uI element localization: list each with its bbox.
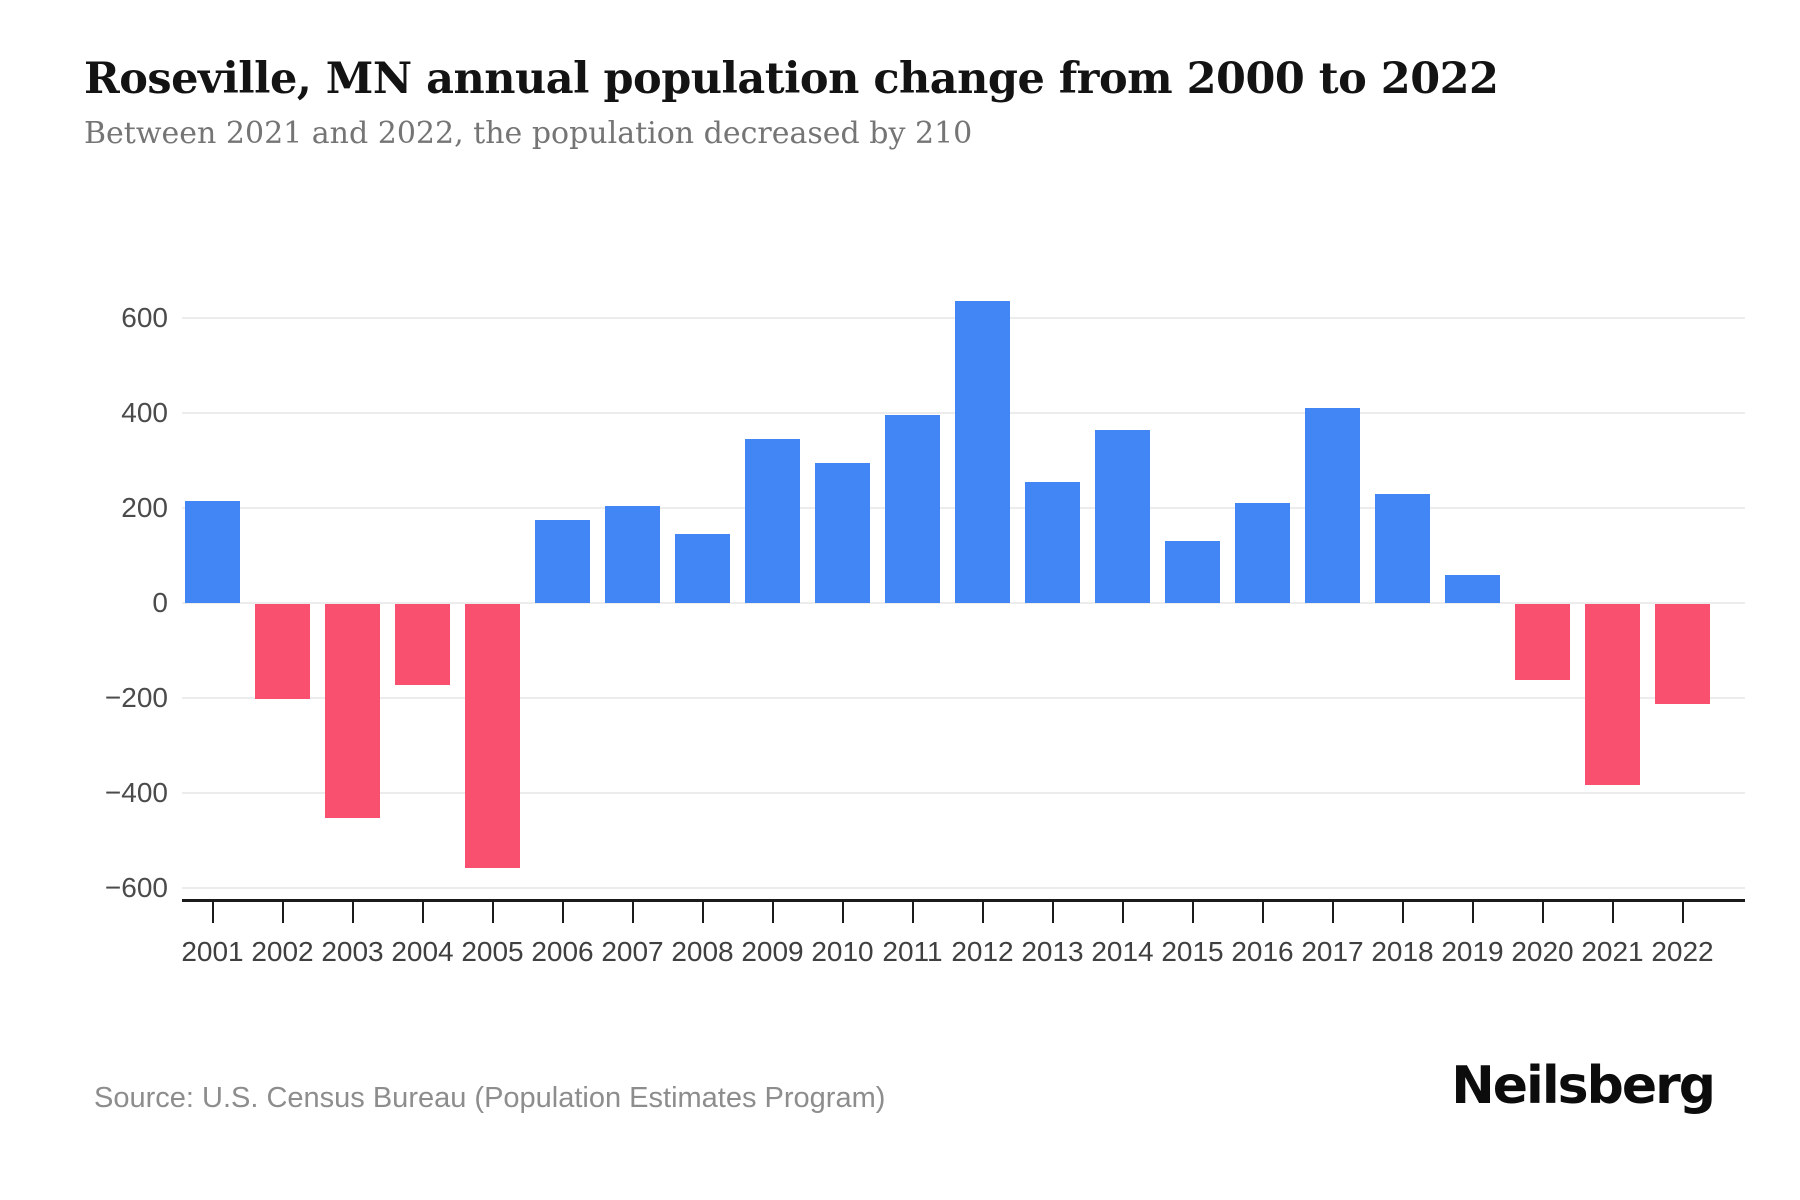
x-tick-2022	[1681, 902, 1684, 923]
bar-2016	[1235, 503, 1290, 603]
x-tick-2016	[1261, 902, 1264, 923]
y-axis-label-600: 600	[121, 302, 168, 333]
x-tick-2009	[771, 902, 774, 923]
x-axis-label-2011: 2011	[882, 936, 943, 967]
x-tick-2006	[561, 902, 564, 923]
gridline--600	[182, 887, 1745, 889]
x-axis-label-2012: 2012	[951, 936, 1014, 967]
gridline-0	[182, 602, 1745, 604]
x-tick-2019	[1471, 902, 1474, 923]
y-axis-label--400: −400	[104, 777, 168, 808]
bar-2008	[675, 534, 730, 603]
x-tick-2013	[1051, 902, 1054, 923]
gridline--400	[182, 792, 1745, 794]
x-axis-label-2018: 2018	[1371, 936, 1434, 967]
x-tick-2020	[1541, 902, 1544, 923]
bar-2004	[395, 604, 450, 685]
y-axis-label-200: 200	[121, 492, 168, 523]
bar-2019	[1445, 574, 1500, 603]
x-tick-2008	[701, 902, 704, 923]
x-tick-2001	[211, 902, 214, 923]
x-axis-label-2017: 2017	[1301, 936, 1364, 967]
x-axis-label-2005: 2005	[461, 936, 524, 967]
chart-title: Roseville, MN annual population change f…	[84, 54, 1499, 104]
bar-2005	[465, 604, 520, 868]
bar-2021	[1585, 604, 1640, 785]
x-axis-line	[182, 899, 1745, 902]
bar-2011	[885, 415, 940, 603]
x-axis-label-2010: 2010	[811, 936, 874, 967]
x-axis-label-2015: 2015	[1161, 936, 1224, 967]
x-axis-label-2016: 2016	[1231, 936, 1294, 967]
x-axis-label-2004: 2004	[391, 936, 454, 967]
bar-2014	[1095, 429, 1150, 603]
x-axis-label-2002: 2002	[251, 936, 314, 967]
bar-2002	[255, 604, 310, 699]
x-axis-label-2013: 2013	[1021, 936, 1084, 967]
x-axis-label-2020: 2020	[1511, 936, 1574, 967]
bar-2020	[1515, 604, 1570, 680]
chart-subtitle: Between 2021 and 2022, the population de…	[84, 116, 973, 151]
bar-2003	[325, 604, 380, 818]
x-tick-2012	[981, 902, 984, 923]
x-axis-label-2006: 2006	[531, 936, 594, 967]
gridline--200	[182, 697, 1745, 699]
bar-2018	[1375, 493, 1430, 603]
bar-2012	[955, 301, 1010, 603]
bar-2007	[605, 505, 660, 603]
x-tick-2018	[1401, 902, 1404, 923]
y-axis-label--200: −200	[104, 682, 168, 713]
bar-2017	[1305, 408, 1360, 603]
bar-2001	[185, 500, 240, 603]
bar-2015	[1165, 541, 1220, 603]
y-axis-label-0: 0	[152, 587, 168, 618]
x-tick-2014	[1121, 902, 1124, 923]
x-axis-label-2019: 2019	[1441, 936, 1504, 967]
x-axis-label-2021: 2021	[1581, 936, 1644, 967]
bar-2010	[815, 462, 870, 603]
x-tick-2005	[491, 902, 494, 923]
x-tick-2017	[1331, 902, 1334, 923]
x-axis-label-2009: 2009	[741, 936, 804, 967]
x-tick-2007	[631, 902, 634, 923]
brand-logo: Neilsberg	[1451, 1056, 1716, 1116]
x-tick-2010	[841, 902, 844, 923]
x-tick-2021	[1611, 902, 1614, 923]
x-axis-label-2022: 2022	[1651, 936, 1714, 967]
x-tick-2004	[421, 902, 424, 923]
source-note: Source: U.S. Census Bureau (Population E…	[94, 1082, 886, 1114]
bar-2009	[745, 439, 800, 603]
x-axis-label-2007: 2007	[601, 936, 664, 967]
y-axis-label-400: 400	[121, 397, 168, 428]
x-axis-label-2003: 2003	[321, 936, 384, 967]
bar-2013	[1025, 481, 1080, 603]
x-axis-label-2001: 2001	[181, 936, 244, 967]
x-tick-2011	[911, 902, 914, 923]
bar-2022	[1655, 604, 1710, 704]
x-axis-label-2014: 2014	[1091, 936, 1154, 967]
x-tick-2002	[281, 902, 284, 923]
x-axis-label-2008: 2008	[671, 936, 734, 967]
x-tick-2003	[351, 902, 354, 923]
bar-2006	[535, 519, 590, 603]
x-tick-2015	[1191, 902, 1194, 923]
y-axis-label--600: −600	[104, 872, 168, 903]
